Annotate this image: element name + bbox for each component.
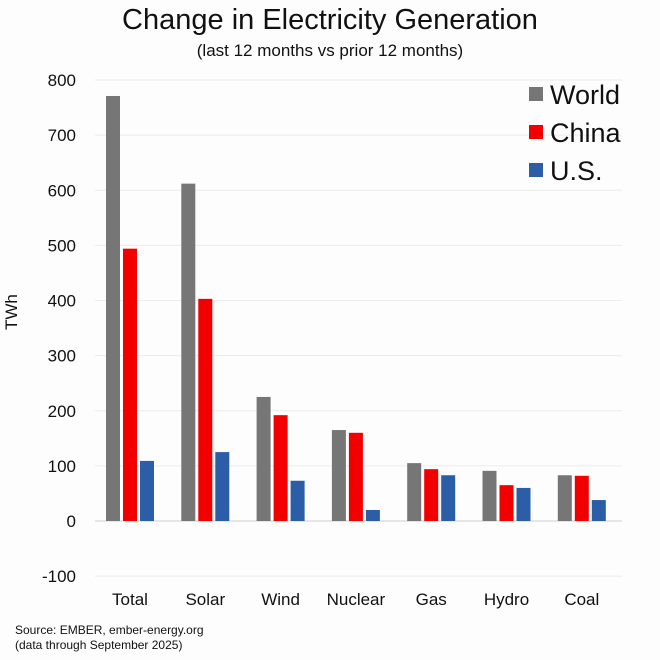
bar-world-nuclear bbox=[331, 430, 346, 521]
y-tick-label: 400 bbox=[48, 292, 76, 311]
x-tick-labels: Total Solar Wind Nuclear Gas Hydro Coal bbox=[112, 590, 599, 609]
bar-us-solar bbox=[215, 452, 230, 521]
bar-us-coal bbox=[591, 500, 606, 521]
x-tick-label: Total bbox=[112, 590, 148, 609]
x-tick-label: Wind bbox=[261, 590, 300, 609]
legend: World China U.S. bbox=[529, 80, 622, 186]
bar-china-gas bbox=[424, 469, 439, 521]
bar-china-nuclear bbox=[348, 432, 363, 521]
y-tick-label: -100 bbox=[42, 567, 76, 586]
bar-us-nuclear bbox=[365, 509, 380, 521]
y-tick-label: 0 bbox=[67, 512, 76, 531]
y-tick-label: 200 bbox=[48, 402, 76, 421]
bar-world-coal bbox=[557, 475, 572, 521]
bar-china-wind bbox=[273, 415, 288, 521]
y-tick-label: 300 bbox=[48, 347, 76, 366]
bar-world-hydro bbox=[482, 470, 497, 521]
x-tick-label: Nuclear bbox=[327, 590, 386, 609]
bar-world-wind bbox=[256, 396, 271, 521]
y-tick-label: 800 bbox=[48, 71, 76, 90]
bar-us-total bbox=[140, 460, 154, 521]
chart-title: Change in Electricity Generation bbox=[122, 4, 538, 36]
legend-swatch bbox=[529, 163, 543, 177]
y-tick-label: 500 bbox=[48, 236, 76, 255]
bar-us-gas bbox=[441, 475, 456, 521]
x-tick-label: Hydro bbox=[484, 590, 529, 609]
y-tick-label: 600 bbox=[48, 181, 76, 200]
legend-label: U.S. bbox=[550, 156, 603, 186]
bar-world-gas bbox=[407, 463, 422, 521]
y-tick-label: 700 bbox=[48, 126, 76, 145]
x-tick-label: Coal bbox=[564, 590, 599, 609]
legend-label: China bbox=[550, 118, 622, 148]
bars bbox=[106, 95, 606, 521]
x-tick-label: Gas bbox=[416, 590, 447, 609]
source-line: Source: EMBER, ember-energy.org bbox=[15, 623, 204, 637]
bar-world-total bbox=[106, 95, 120, 521]
bar-us-wind bbox=[290, 480, 305, 521]
y-tick-labels: 800 700 600 500 400 300 200 100 0 -100 bbox=[42, 71, 76, 586]
legend-label: World bbox=[550, 80, 620, 110]
bar-world-solar bbox=[181, 183, 196, 521]
source-date: (data through September 2025) bbox=[15, 638, 183, 652]
bar-china-solar bbox=[198, 298, 213, 521]
bar-us-hydro bbox=[516, 487, 531, 521]
bar-china-total bbox=[123, 248, 137, 521]
y-tick-label: 100 bbox=[48, 457, 76, 476]
x-tick-label: Solar bbox=[185, 590, 225, 609]
chart-subtitle: (last 12 months vs prior 12 months) bbox=[196, 41, 464, 60]
legend-swatch bbox=[529, 87, 543, 101]
legend-swatch bbox=[529, 125, 543, 139]
bar-china-hydro bbox=[499, 485, 514, 521]
bar-china-coal bbox=[574, 475, 589, 521]
